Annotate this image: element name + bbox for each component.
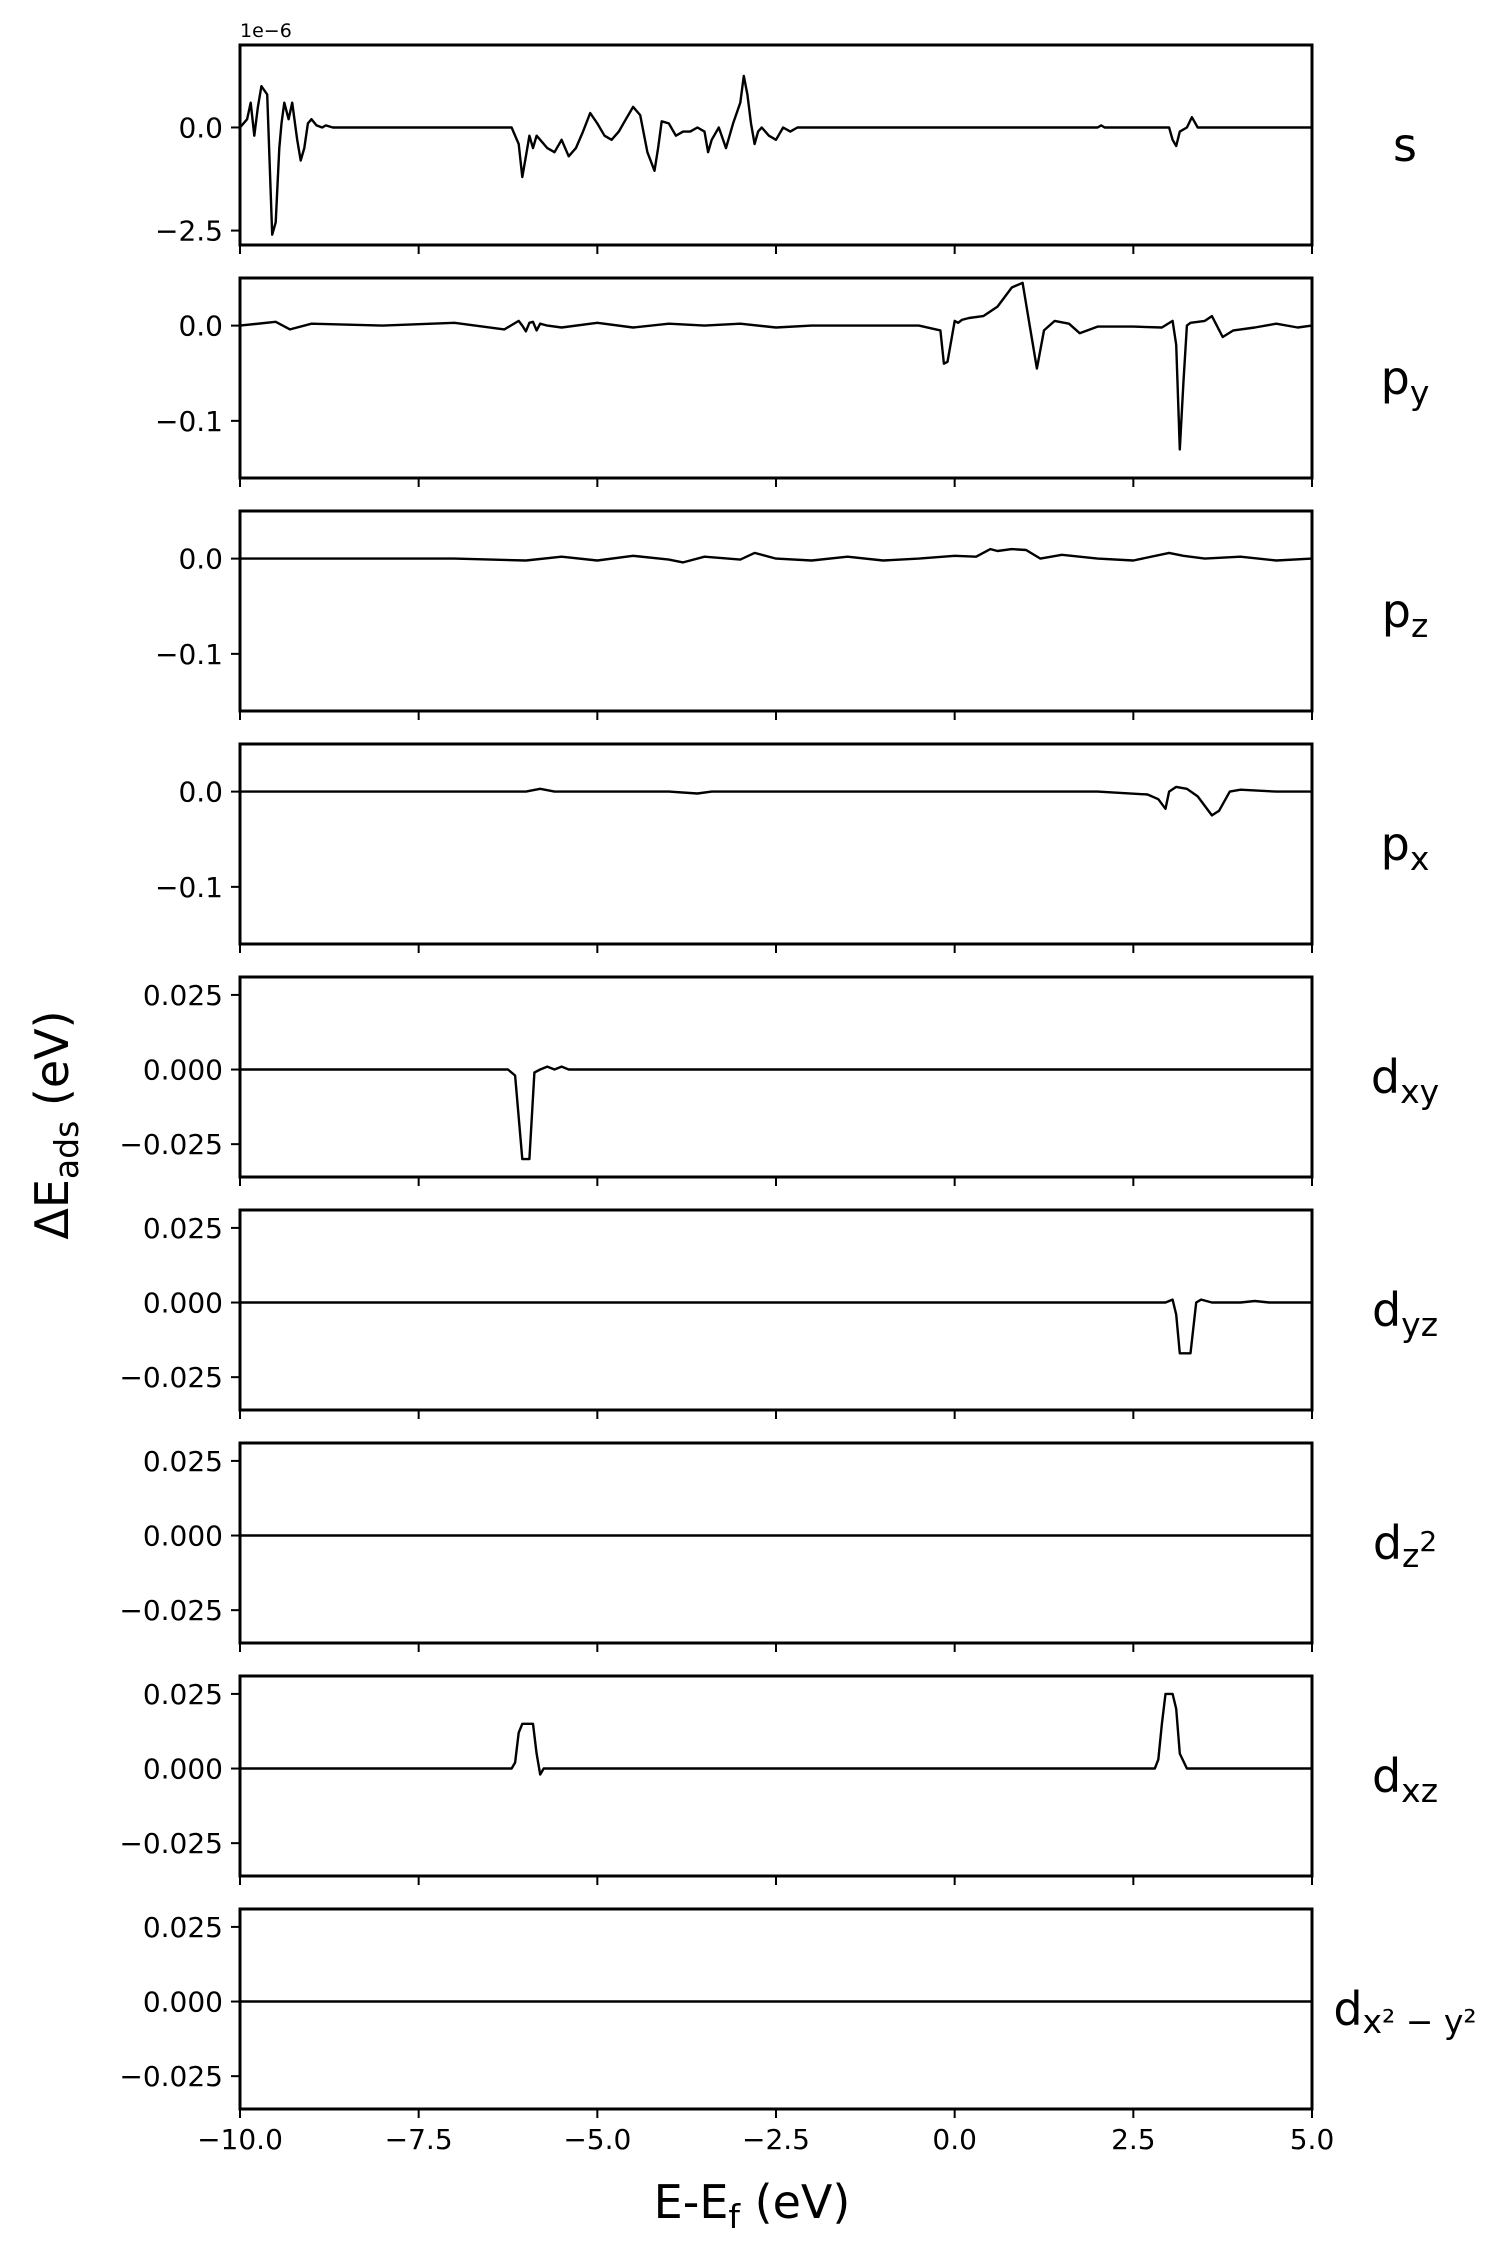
orbital-label-base: p bbox=[1381, 351, 1410, 405]
orbital-label: dx² − y² bbox=[1333, 1982, 1476, 2041]
y-tick-label: −0.1 bbox=[155, 871, 223, 904]
panel-2: 0.0 −0.1 py bbox=[155, 276, 1430, 487]
y-tick-label: 0.0 bbox=[178, 310, 223, 343]
series-line bbox=[240, 1298, 1312, 1355]
panel-6: 0.025 0.000 −0.025 dyz bbox=[119, 1208, 1438, 1419]
series-line bbox=[239, 281, 1313, 451]
y-tick-label: 0.025 bbox=[143, 1678, 223, 1711]
x-axis-title-subscript: f bbox=[728, 2197, 741, 2236]
orbital-label-subscript-base: z bbox=[1402, 1536, 1419, 1575]
y-tick-label: −0.025 bbox=[119, 2060, 223, 2093]
orbital-label: dz2 bbox=[1373, 1516, 1437, 1575]
orbital-label: py bbox=[1381, 351, 1430, 412]
x-tick-label: 2.5 bbox=[1111, 2123, 1156, 2156]
orbital-label-subscript: xz bbox=[1401, 1771, 1438, 1810]
x-axis-title: E-Ef (eV) bbox=[654, 2175, 851, 2236]
y-tick-label: 0.000 bbox=[143, 1054, 223, 1087]
y-tick-label: −0.025 bbox=[119, 1128, 223, 1161]
orbital-label: pz bbox=[1382, 584, 1429, 645]
y-tick-label: −0.025 bbox=[119, 1361, 223, 1394]
y-tick-label: −0.1 bbox=[155, 638, 223, 671]
orbital-label: s bbox=[1393, 118, 1417, 172]
y-tick-label: 0.000 bbox=[143, 1753, 223, 1786]
orbital-label-subscript: z bbox=[1411, 606, 1428, 645]
orbital-label-subscript: x bbox=[1410, 839, 1430, 878]
orbital-label-base: d bbox=[1371, 1050, 1400, 1104]
orbital-label-base: p bbox=[1381, 817, 1410, 871]
y-axis-title-main: ΔE bbox=[25, 1179, 79, 1240]
y-tick-label: 0.000 bbox=[143, 1986, 223, 2019]
panel-frame bbox=[238, 1441, 1314, 1645]
y-tick-label: 0.025 bbox=[143, 1212, 223, 1245]
panel-7: 0.025 0.000 −0.025 dz2 bbox=[119, 1441, 1437, 1652]
panel-frame bbox=[238, 742, 1314, 946]
y-axis-title: ΔEads (eV) bbox=[25, 1010, 86, 1239]
orbital-label: dxy bbox=[1371, 1050, 1439, 1111]
panel-frame bbox=[238, 1907, 1314, 2111]
y-tick-label: 0.025 bbox=[143, 979, 223, 1012]
orbital-label-superscript: 2 bbox=[1419, 1525, 1437, 1558]
x-tick-label: −2.5 bbox=[742, 2123, 810, 2156]
x-tick-label: −10.0 bbox=[197, 2123, 283, 2156]
x-tick-label: 5.0 bbox=[1290, 2123, 1335, 2156]
panel-9: 0.025 0.000 −0.025 −10.0 −7.5 −5.0 −2.5 0.0 2.5 5… bbox=[119, 1907, 1477, 2156]
orbital-label-base: d bbox=[1372, 1749, 1401, 1803]
panel-frame bbox=[238, 975, 1314, 1179]
series-line bbox=[240, 1692, 1312, 1776]
y-tick-label: 0.0 bbox=[178, 776, 223, 809]
panel-frame bbox=[238, 276, 1314, 480]
orbital-label-subscript: y bbox=[1410, 373, 1430, 412]
panel-8: 0.025 0.000 −0.025 dxz bbox=[119, 1674, 1438, 1885]
series-line bbox=[240, 785, 1312, 817]
y-axis-title-unit: (eV) bbox=[25, 1010, 79, 1120]
orbital-label: px bbox=[1381, 817, 1430, 878]
orbital-label-subscript: yz bbox=[1401, 1305, 1438, 1344]
y-tick-label: −0.1 bbox=[155, 405, 223, 438]
y-tick-label: −2.5 bbox=[155, 215, 223, 248]
y-tick-label: 0.0 bbox=[178, 111, 223, 144]
orbital-label-base: s bbox=[1393, 118, 1417, 172]
orbital-label-subscript: xy bbox=[1400, 1072, 1439, 1111]
y-tick-label: 0.000 bbox=[143, 1287, 223, 1320]
series-line bbox=[240, 1065, 1312, 1161]
x-tick-label: −7.5 bbox=[385, 2123, 453, 2156]
panels-layer: 0.0−2.51e−6s0.0−0.1py0.0−0.1pz0.0−0.1px0… bbox=[119, 20, 1476, 2156]
orbital-label-base: d bbox=[1373, 1516, 1402, 1570]
y-tick-label: 0.025 bbox=[143, 1445, 223, 1478]
orbital-label: dxz bbox=[1372, 1749, 1438, 1810]
orbital-label-base: d bbox=[1372, 1283, 1401, 1337]
panel-3: 0.0 −0.1 pz bbox=[155, 509, 1429, 720]
panel-1: 0.0 −2.5 1e−6 s bbox=[155, 20, 1417, 254]
panel-5: 0.025 0.000 −0.025 dxy bbox=[119, 975, 1439, 1186]
x-tick-label: −5.0 bbox=[563, 2123, 631, 2156]
panel-frame bbox=[238, 509, 1314, 713]
series-line bbox=[239, 74, 1312, 236]
orbital-label: dyz bbox=[1372, 1283, 1438, 1344]
x-tick-label: 0.0 bbox=[932, 2123, 977, 2156]
y-tick-label: 0.0 bbox=[178, 543, 223, 576]
y-tick-label: −0.025 bbox=[119, 1594, 223, 1627]
x-axis-title-main: E-E bbox=[654, 2175, 729, 2229]
orbital-label-subscript-base: x² − y² bbox=[1363, 2002, 1477, 2041]
series-line bbox=[240, 547, 1313, 564]
panel-4: 0.0 −0.1 px bbox=[155, 742, 1430, 953]
y-tick-label: −0.025 bbox=[119, 1827, 223, 1860]
y-offset-label: 1e−6 bbox=[240, 20, 292, 42]
y-tick-label: 0.025 bbox=[143, 1911, 223, 1944]
orbital-label-base: d bbox=[1333, 1982, 1362, 2036]
y-axis-title-subscript: ads bbox=[47, 1121, 86, 1179]
panel-frame bbox=[238, 1208, 1314, 1412]
x-axis-title-unit: (eV) bbox=[740, 2175, 850, 2229]
orbital-label-base: p bbox=[1382, 584, 1411, 638]
panel-frame bbox=[238, 1674, 1314, 1878]
y-tick-label: 0.000 bbox=[143, 1520, 223, 1553]
panel-frame bbox=[238, 43, 1314, 247]
